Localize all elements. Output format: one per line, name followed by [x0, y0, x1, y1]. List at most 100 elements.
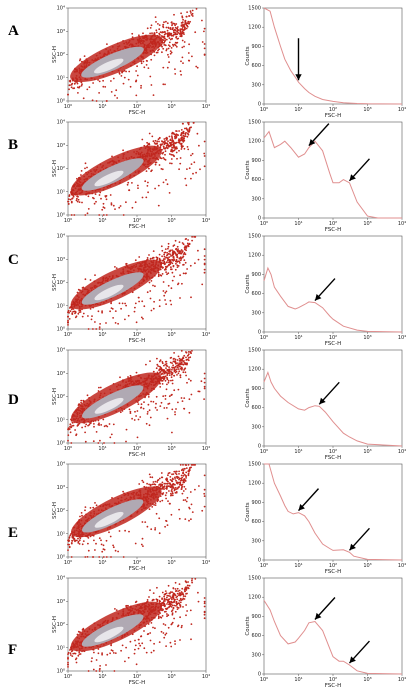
data-point [164, 44, 166, 46]
data-point [149, 76, 151, 78]
data-point [111, 202, 113, 204]
data-point [162, 42, 164, 44]
data-point [112, 545, 114, 547]
data-point [166, 377, 168, 379]
data-point [162, 67, 164, 69]
data-point [87, 212, 89, 214]
data-point [137, 410, 139, 412]
data-point [160, 373, 162, 375]
data-point [183, 355, 185, 357]
data-point [104, 425, 106, 427]
data-point [84, 168, 86, 170]
data-point [204, 386, 206, 388]
data-point [169, 395, 171, 397]
data-point [176, 256, 178, 258]
y-tick-label: 10³ [57, 485, 65, 491]
data-point [142, 538, 144, 540]
data-point [159, 405, 161, 407]
data-point [149, 33, 151, 35]
data-point [204, 28, 206, 30]
data-point [150, 27, 152, 29]
data-point [181, 129, 183, 131]
data-point [148, 67, 150, 69]
data-point [87, 315, 89, 317]
data-point [202, 41, 204, 43]
data-point [168, 256, 170, 258]
data-point [180, 74, 182, 76]
data-point [155, 504, 157, 506]
y-tick-label: 10⁰ [57, 99, 65, 105]
data-point [108, 531, 110, 533]
data-point [169, 482, 171, 484]
data-point [182, 358, 184, 360]
data-point [151, 476, 153, 478]
data-point [204, 272, 206, 274]
data-point [166, 388, 168, 390]
data-point [162, 36, 164, 38]
data-point [165, 303, 167, 305]
data-point [70, 199, 72, 201]
y-tick-label: 10⁴ [57, 234, 65, 240]
data-point [175, 360, 177, 362]
data-point [94, 549, 96, 551]
data-point [86, 167, 88, 169]
data-point [170, 154, 172, 156]
data-point [187, 359, 189, 361]
data-point [178, 283, 180, 285]
data-point [171, 514, 173, 516]
data-point [134, 411, 136, 413]
data-point [198, 145, 200, 147]
y-tick-label: 10¹ [57, 189, 65, 195]
data-point [190, 265, 192, 267]
y-axis-label: SSC-H [52, 160, 58, 177]
data-point [84, 55, 86, 57]
data-point [163, 483, 165, 485]
data-point [143, 305, 145, 307]
x-axis-label: FSC-H [129, 680, 146, 686]
data-point [71, 198, 73, 200]
data-point [68, 198, 70, 200]
data-point [184, 128, 186, 130]
data-point [88, 328, 90, 330]
data-point [165, 483, 167, 485]
data-point [176, 36, 178, 38]
x-tick-label: 10¹ [294, 563, 302, 569]
data-point [157, 52, 159, 54]
data-point [102, 86, 104, 88]
data-point [175, 260, 177, 262]
y-tick-label: 1500 [248, 462, 261, 468]
data-point [90, 279, 92, 281]
data-point [167, 67, 169, 69]
data-point [169, 476, 171, 478]
data-point [180, 376, 182, 378]
data-point [171, 374, 173, 376]
data-point [135, 95, 137, 97]
data-point [83, 97, 85, 99]
data-point [71, 540, 73, 542]
data-point [159, 361, 161, 363]
data-point [176, 130, 178, 132]
data-point [92, 328, 94, 330]
data-point [162, 383, 164, 385]
data-point [179, 274, 181, 276]
data-point [159, 386, 161, 388]
data-point [110, 303, 112, 305]
data-point [165, 159, 167, 161]
data-point [163, 258, 165, 260]
data-point [180, 143, 182, 145]
data-point [204, 255, 206, 257]
y-tick-label: 1200 [248, 367, 261, 373]
data-point [199, 168, 201, 170]
x-tick-label: 10¹ [98, 560, 106, 566]
data-point [181, 136, 183, 138]
data-point [79, 516, 81, 518]
data-point [169, 162, 171, 164]
data-point [71, 214, 73, 216]
data-point [68, 537, 70, 539]
data-point [150, 485, 152, 487]
data-point [153, 401, 155, 403]
data-point [143, 408, 145, 410]
data-point [180, 157, 182, 159]
